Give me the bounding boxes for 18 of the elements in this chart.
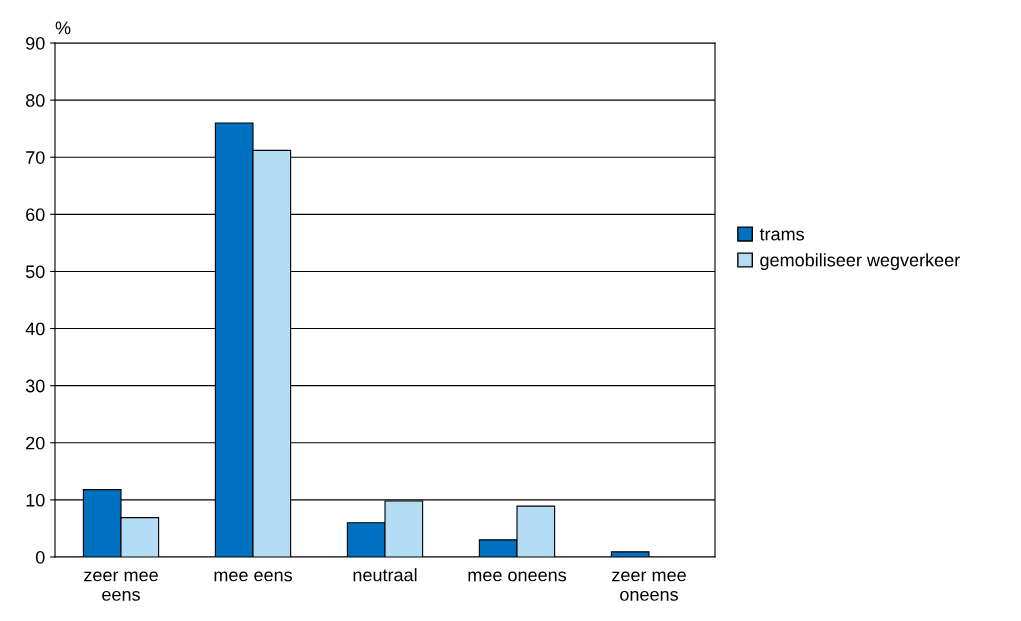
y-tick-label: 90 xyxy=(26,36,45,50)
y-tick-label: 0 xyxy=(35,550,45,564)
x-tick-label: mee eens xyxy=(214,571,292,582)
legend-label: trams xyxy=(759,228,804,241)
y-tick-label: 50 xyxy=(25,265,45,279)
y-tick-label: 80 xyxy=(25,94,45,107)
x-tick-label: zeer mee eens xyxy=(84,571,158,601)
y-tick-label: 10 xyxy=(26,493,45,507)
y-axis-title: % xyxy=(55,21,71,35)
y-tick-label: 30 xyxy=(25,379,45,393)
legend-label: gemobiliseer wegverkeer xyxy=(760,253,960,271)
y-tick-label: 20 xyxy=(26,436,45,450)
x-tick-label: zeer mee oneens xyxy=(612,571,686,601)
y-tick-label: 70 xyxy=(26,151,45,164)
y-tick-label: 60 xyxy=(26,208,45,222)
y-tick-label: 40 xyxy=(25,322,45,336)
x-tick-label: neutraal xyxy=(353,568,417,582)
x-tick-label: mee oneens xyxy=(468,571,567,582)
